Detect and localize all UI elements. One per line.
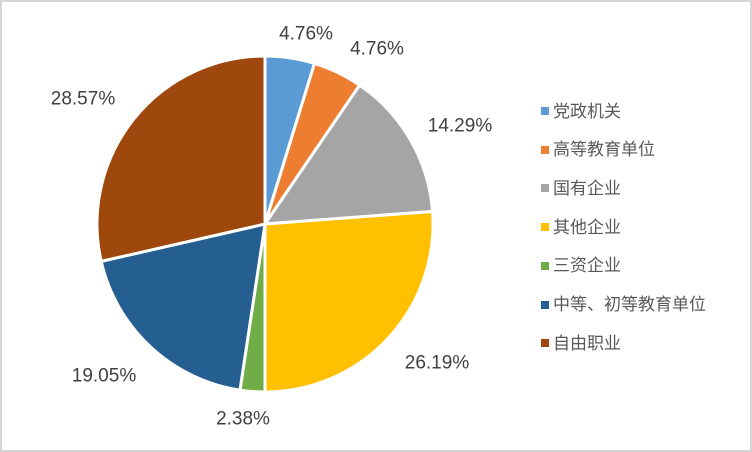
- pie-slice-国有企业: [263, 83, 435, 226]
- pie-slice-中等、初等教育单位: [99, 222, 267, 392]
- pie-slice-其他企业: [263, 209, 435, 394]
- pie-slice-自由职业: [95, 54, 267, 263]
